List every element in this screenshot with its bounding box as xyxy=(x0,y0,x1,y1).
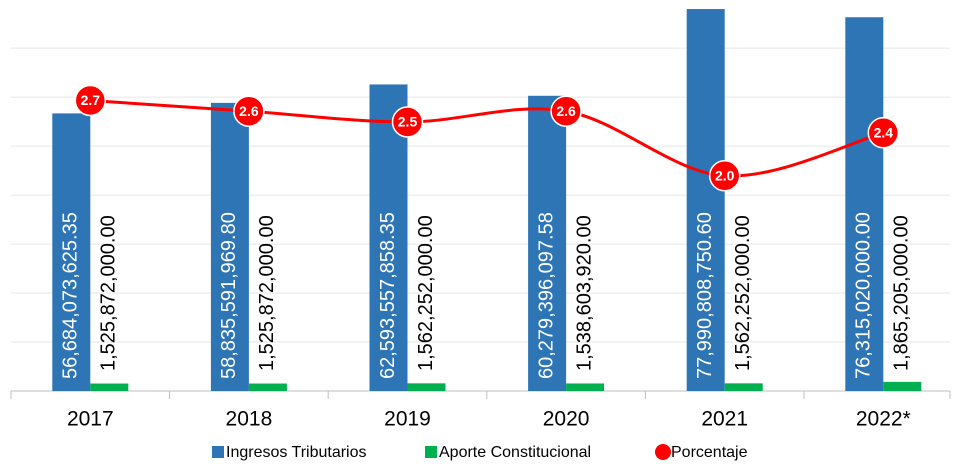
data-label: 62,593,557,858.35 xyxy=(377,212,399,379)
data-label: 2.7 xyxy=(81,92,101,108)
bar xyxy=(528,95,567,391)
bar xyxy=(52,113,91,392)
data-label: 1,562,252,000.00 xyxy=(732,215,754,371)
data-label: 60,279,396,097.58 xyxy=(535,212,557,379)
legend-label: Aporte Constitucional xyxy=(439,444,591,461)
bar xyxy=(407,383,446,391)
x-tick-label: 2018 xyxy=(226,408,273,431)
data-label: 2.4 xyxy=(874,124,894,140)
line xyxy=(90,98,884,178)
marker xyxy=(233,95,265,127)
x-tick-label: 2021 xyxy=(701,408,748,431)
marker xyxy=(708,160,741,192)
legend-label: Ingresos Tributarios xyxy=(226,444,367,461)
data-label: 58,835,591,969.80 xyxy=(218,212,240,379)
bar xyxy=(724,383,763,391)
legend-swatch xyxy=(655,444,671,460)
data-label: 77,990,808,750.60 xyxy=(694,212,716,379)
bar xyxy=(248,383,287,391)
data-label: 76,315,020,000.00 xyxy=(853,212,875,379)
data-label: 56,684,073,625.35 xyxy=(60,212,82,379)
data-label: 2.6 xyxy=(556,103,576,119)
data-label: 2.5 xyxy=(398,114,418,130)
marker xyxy=(550,95,582,127)
bar xyxy=(566,383,605,391)
data-label: 2.0 xyxy=(715,167,735,183)
marker xyxy=(867,116,900,149)
bar xyxy=(90,383,129,391)
legend-swatch xyxy=(425,446,437,458)
bar xyxy=(686,9,725,391)
data-label: 1,525,872,000.00 xyxy=(98,215,120,371)
bar xyxy=(883,381,922,391)
marker xyxy=(391,106,424,138)
data-label: 1,865,205,000.00 xyxy=(891,215,913,371)
bar xyxy=(210,102,249,392)
x-tick-label: 2022* xyxy=(856,408,911,431)
data-label: 2.6 xyxy=(239,103,259,119)
marker xyxy=(74,84,107,117)
bar xyxy=(845,17,884,392)
data-label: 1,525,872,000.00 xyxy=(256,215,278,371)
legend-swatch xyxy=(212,446,224,458)
data-label: 1,562,252,000.00 xyxy=(415,215,437,371)
x-tick-label: 2020 xyxy=(543,408,590,431)
x-tick-label: 2019 xyxy=(384,408,431,431)
legend-label: Porcentaje xyxy=(671,444,748,461)
x-tick-label: 2017 xyxy=(67,408,114,431)
data-label: 1,538,603,920.00 xyxy=(573,215,595,371)
